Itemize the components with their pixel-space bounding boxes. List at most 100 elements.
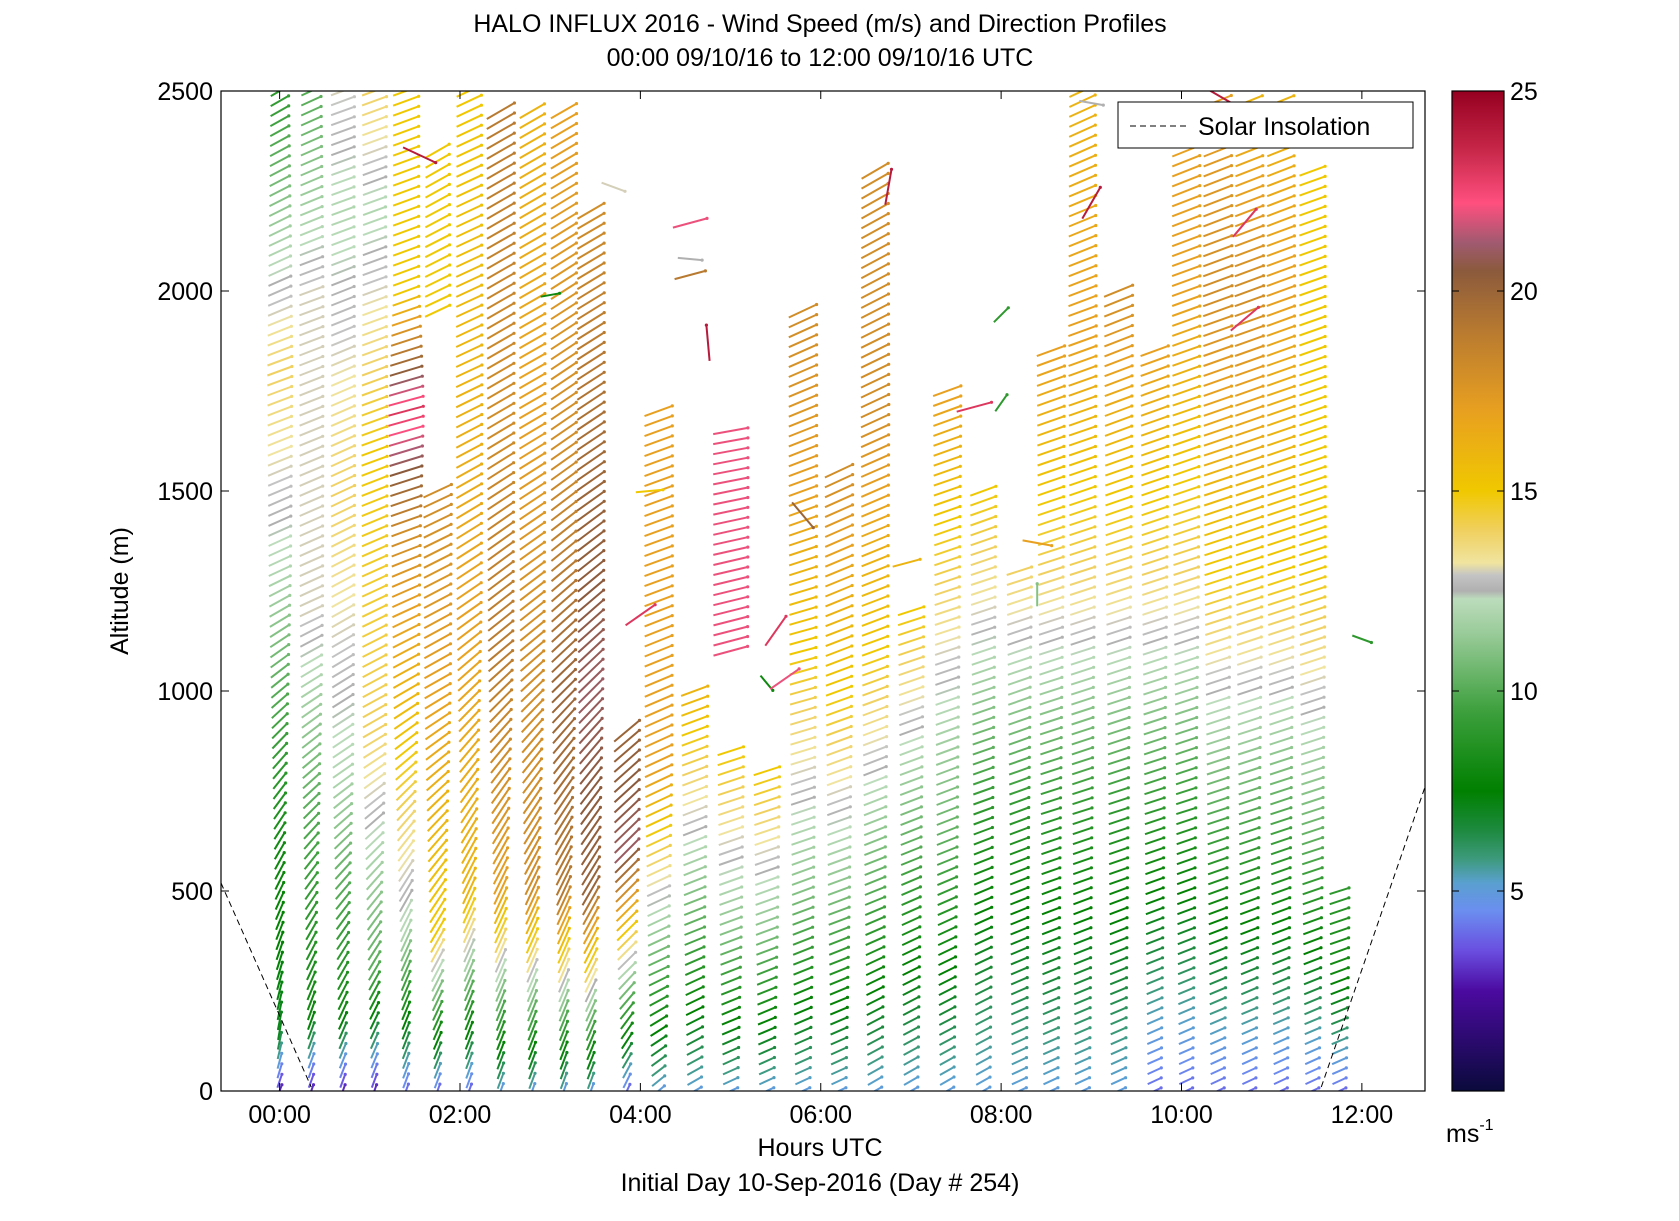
wind-barb xyxy=(429,908,446,934)
wind-barb-head xyxy=(593,1009,597,1013)
wind-barb-head xyxy=(352,314,356,318)
wind-barb xyxy=(585,1031,596,1051)
wind-barb-head xyxy=(1195,726,1199,730)
wind-barb xyxy=(455,443,483,459)
wind-barb xyxy=(388,425,424,437)
wind-barb-head xyxy=(1228,595,1232,599)
wind-barb-head xyxy=(600,697,605,701)
wind-barb xyxy=(830,1056,847,1066)
wind-barb-head xyxy=(407,1021,411,1025)
wind-barb-head xyxy=(281,940,285,944)
wind-barb xyxy=(391,564,421,578)
wind-barb-head xyxy=(1292,214,1296,218)
wind-barb xyxy=(550,510,577,532)
wind-barb-head xyxy=(602,291,606,295)
wind-barb xyxy=(361,325,387,337)
wind-barb-head xyxy=(1293,284,1297,288)
wind-barb-head xyxy=(344,1031,348,1035)
wind-barb-head xyxy=(541,678,545,682)
wind-barb xyxy=(936,836,958,846)
wind-barb xyxy=(788,313,818,329)
wind-barb-head xyxy=(480,383,484,387)
wind-barb xyxy=(827,896,850,906)
wind-barb xyxy=(576,202,605,220)
wind-barb-head xyxy=(1229,515,1233,519)
wind-barb xyxy=(970,535,996,547)
wind-barb xyxy=(728,1086,739,1091)
wind-barb-head xyxy=(448,691,452,696)
wind-barb-head xyxy=(917,985,921,989)
wind-barb xyxy=(299,465,324,477)
wind-barb xyxy=(1206,746,1229,756)
wind-barb-head xyxy=(1287,936,1291,940)
wind-barb-head xyxy=(777,805,781,809)
wind-barb xyxy=(621,1042,633,1060)
wind-barb-head xyxy=(1291,615,1295,619)
wind-barb xyxy=(518,402,546,420)
wind-barb-head xyxy=(1228,575,1232,579)
wind-barb-head xyxy=(479,501,484,506)
wind-barb xyxy=(1271,876,1291,886)
wind-barb xyxy=(361,584,387,598)
wind-barb xyxy=(330,444,355,458)
wind-barb-head xyxy=(956,775,960,779)
wind-barb-head xyxy=(1126,826,1130,830)
wind-barb-head xyxy=(737,1005,742,1009)
wind-barb xyxy=(1237,726,1261,736)
wind-barb xyxy=(827,886,850,896)
wind-barb-head xyxy=(1260,484,1265,489)
wind-barb xyxy=(299,205,323,217)
wind-barb xyxy=(681,735,708,747)
wind-barb-head xyxy=(283,831,287,835)
wind-barb xyxy=(334,872,351,890)
wind-barb xyxy=(1010,1006,1028,1016)
wind-barb xyxy=(1068,154,1096,168)
wind-barb xyxy=(685,1016,704,1026)
wind-barb-head xyxy=(1163,766,1167,770)
wind-barb xyxy=(576,401,605,421)
wind-barb-head xyxy=(593,1030,597,1034)
wind-barb-head xyxy=(670,434,674,438)
wind-barb-head xyxy=(1162,786,1166,790)
wind-barb xyxy=(270,105,290,117)
wind-barb xyxy=(1039,726,1062,736)
wind-barb xyxy=(526,979,538,1003)
wind-barb-head xyxy=(1126,776,1130,780)
wind-barb xyxy=(935,726,959,736)
wind-barb xyxy=(1175,786,1197,796)
wind-barb xyxy=(423,573,452,589)
wind-barb-head xyxy=(1292,204,1296,208)
wind-barb-head xyxy=(955,845,959,849)
wind-barb-head xyxy=(1164,655,1168,659)
wind-barb-head xyxy=(315,871,319,875)
wind-barb xyxy=(861,554,889,568)
wind-barb xyxy=(1073,946,1092,956)
wind-barb-head xyxy=(449,582,453,586)
wind-barb xyxy=(331,265,355,277)
wind-barb xyxy=(687,1076,702,1086)
wind-barb-head xyxy=(993,605,997,609)
wind-barb xyxy=(860,373,890,389)
wind-barb-head xyxy=(1261,334,1265,338)
wind-barb xyxy=(975,1066,991,1076)
wind-barb-head xyxy=(420,474,424,478)
wind-barb-head xyxy=(543,222,547,226)
wind-barb-head xyxy=(510,668,514,672)
wind-barb xyxy=(1068,314,1097,328)
wind-barb xyxy=(1074,1016,1091,1026)
wind-barb xyxy=(1178,1046,1194,1056)
wind-barb xyxy=(1036,365,1065,377)
wind-barb xyxy=(644,534,673,548)
wind-barb xyxy=(550,102,578,120)
wind-barb xyxy=(1174,686,1198,696)
wind-barb xyxy=(299,315,324,327)
wind-barb-head xyxy=(777,775,782,779)
wind-barb xyxy=(431,970,444,992)
wind-barb xyxy=(337,991,348,1011)
wind-barb xyxy=(1146,976,1163,986)
wind-barb-head xyxy=(417,652,421,656)
wind-barb-head xyxy=(352,284,356,289)
wind-barb xyxy=(1038,616,1063,626)
wind-barb xyxy=(1068,264,1097,278)
wind-barb-head xyxy=(773,1035,777,1039)
